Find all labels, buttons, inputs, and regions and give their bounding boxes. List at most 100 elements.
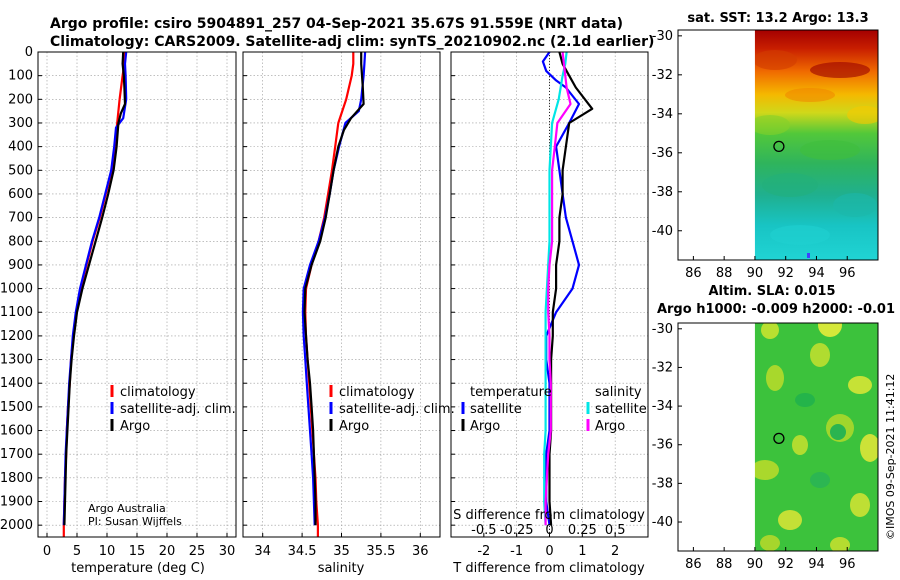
lon-tick-label: 90 xyxy=(747,557,764,572)
s-difference-label: S difference from climatology xyxy=(453,508,645,523)
depth-tick-label: 1900 xyxy=(0,495,33,510)
temperature-legend: climatology satellite-adj. clim. Argo xyxy=(110,385,236,434)
difference-panel: -2 -1 0 1 2 -0.5 -0.25 0 0.25 0.5 xyxy=(450,51,649,559)
depth-tick-label: 1300 xyxy=(0,353,33,368)
depth-tick-label: 400 xyxy=(8,140,33,155)
no-data-region xyxy=(678,323,755,551)
x-tick-label: 25 xyxy=(189,544,206,559)
sla-map: 86 88 90 92 94 96 -30 -32 -34 -36 -38 -40 xyxy=(652,322,879,572)
x-tick-label: -1 xyxy=(510,544,523,559)
salinity-legend: climatology satellite-adj. clim. Argo xyxy=(329,385,455,434)
sst-map-title: sat. SST: 13.2 Argo: 13.3 xyxy=(687,11,868,26)
depth-tick-label: 1100 xyxy=(0,305,33,320)
float-position-marker xyxy=(773,140,785,153)
x-tick-label: -2 xyxy=(477,544,490,559)
depth-tick-label: 1500 xyxy=(0,400,33,415)
lon-tick-label: 94 xyxy=(808,557,825,572)
lat-tick-label: -38 xyxy=(652,476,673,491)
lat-tick-label: -36 xyxy=(652,146,673,161)
depth-tick-label: 800 xyxy=(8,234,33,249)
legend-satellite-adj: satellite-adj. clim. xyxy=(339,402,455,417)
legend-temperature-title: temperature xyxy=(470,385,552,400)
lon-tick-label: 92 xyxy=(777,557,794,572)
depth-tick-label: 700 xyxy=(8,211,33,226)
depth-tick-label: 1600 xyxy=(0,424,33,439)
lon-tick-label: 86 xyxy=(685,557,702,572)
legend-climatology: climatology xyxy=(339,385,415,400)
sla-map-title-line2: Argo h1000: -0.009 h2000: -0.01 xyxy=(657,302,895,317)
lat-tick-label: -40 xyxy=(652,224,673,239)
depth-tick-label: 900 xyxy=(8,258,33,273)
depth-tick-label: 2000 xyxy=(0,518,33,533)
x-tick-label: 0 xyxy=(43,544,51,559)
depth-tick-label: 200 xyxy=(8,92,33,107)
axes-frame xyxy=(37,51,237,538)
s-tick-label: 0.25 xyxy=(568,523,597,538)
lat-tick-label: -32 xyxy=(652,360,673,375)
x-tick-label: 30 xyxy=(219,544,236,559)
sst-texture xyxy=(752,50,878,258)
depth-tick-label: 300 xyxy=(8,116,33,131)
legend-climatology: climatology xyxy=(120,385,196,400)
lat-tick-label: -38 xyxy=(652,185,673,200)
depth-tick-label: 1400 xyxy=(0,376,33,391)
depth-tick-label: 600 xyxy=(8,187,33,202)
figure-title-line2: Climatology: CARS2009. Satellite-adj cli… xyxy=(50,34,654,50)
map-frame xyxy=(677,322,879,552)
difference-xlabel: T difference from climatology xyxy=(452,561,645,576)
legend-t-satellite: satellite xyxy=(470,402,522,417)
x-tick-label: 36 xyxy=(412,544,429,559)
depth-tick-label: 500 xyxy=(8,163,33,178)
s-tick-label: 0.5 xyxy=(605,523,626,538)
lat-tick-label: -34 xyxy=(652,399,673,414)
x-tick-label: 34 xyxy=(254,544,271,559)
sla-map-title-line1: Altim. SLA: 0.015 xyxy=(709,284,836,299)
difference-legend-salinity: salinity satellite Argo xyxy=(586,385,647,434)
sla-texture xyxy=(752,323,878,551)
lat-tick-label: -30 xyxy=(652,29,673,44)
legend-satellite-adj: satellite-adj. clim. xyxy=(120,402,236,417)
legend-argo: Argo xyxy=(339,419,369,434)
x-tick-label: 5 xyxy=(73,544,81,559)
depth-tick-label: 0 xyxy=(25,45,33,60)
legend-s-satellite: satellite xyxy=(595,402,647,417)
sst-map: 86 88 90 92 94 96 -30 -32 -34 -36 -38 -40 xyxy=(652,29,879,281)
x-tick-label: 2 xyxy=(611,544,619,559)
lon-tick-label: 92 xyxy=(777,266,794,281)
lon-tick-label: 88 xyxy=(716,266,733,281)
series-line-salinity-argo xyxy=(544,51,572,526)
salinity-panel: 34 34.5 35 35.5 36 xyxy=(242,51,441,559)
x-tick-label: 1 xyxy=(578,544,586,559)
difference-legend-temperature: temperature satellite Argo xyxy=(461,385,552,434)
series-line-argo xyxy=(303,52,365,526)
figure-title-line1: Argo profile: csiro 5904891_257 04-Sep-2… xyxy=(50,16,623,32)
credit-line1: Argo Australia xyxy=(88,502,166,515)
x-tick-label: 35.5 xyxy=(366,544,395,559)
lon-tick-label: 96 xyxy=(839,266,856,281)
legend-t-argo: Argo xyxy=(470,419,500,434)
s-tick-label: -0.5 xyxy=(471,523,496,538)
depth-tick-label: 1700 xyxy=(0,447,33,462)
credit-line2: PI: Susan Wijffels xyxy=(88,515,182,528)
lon-tick-label: 90 xyxy=(747,266,764,281)
x-tick-label: 0 xyxy=(545,544,553,559)
no-data-region xyxy=(678,30,755,260)
x-tick-label: 35 xyxy=(333,544,350,559)
legend-s-argo: Argo xyxy=(595,419,625,434)
series-line-climatology xyxy=(62,51,127,537)
depth-tick-label: 1800 xyxy=(0,471,33,486)
axes-frame xyxy=(450,51,649,538)
legend-argo: Argo xyxy=(120,419,150,434)
salinity-xlabel: salinity xyxy=(318,561,365,576)
temperature-panel: 0 5 10 15 20 25 300100200300400500600700800900… xyxy=(0,45,237,559)
float-position-marker xyxy=(773,432,785,445)
lat-tick-label: -32 xyxy=(652,68,673,83)
timestamp-watermark: ©IMOS 09-Sep-2021 11:41:12 xyxy=(884,374,897,540)
depth-tick-label: 100 xyxy=(8,69,33,84)
lat-tick-label: -36 xyxy=(652,438,673,453)
series-line-temperature-satellite xyxy=(541,51,581,526)
lon-tick-label: 96 xyxy=(839,557,856,572)
lat-tick-label: -40 xyxy=(652,515,673,530)
temperature-xlabel: temperature (deg C) xyxy=(71,561,205,576)
x-tick-label: 34.5 xyxy=(288,544,317,559)
